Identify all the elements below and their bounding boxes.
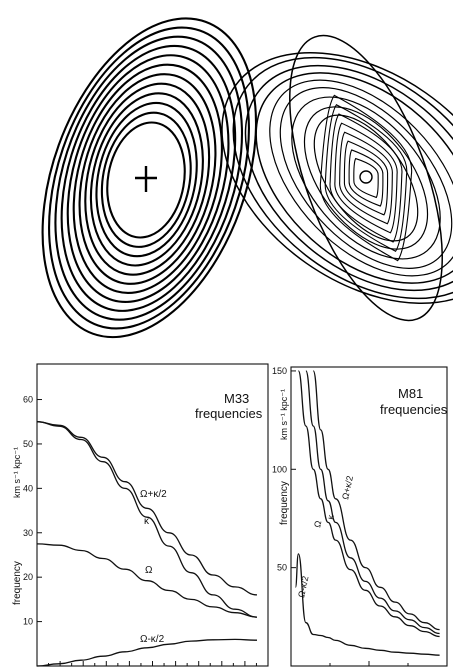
chart0-series-line-0 — [36, 421, 258, 596]
m81-y-ticks: 50 100 150 — [272, 366, 296, 573]
m33-title: M33 — [224, 391, 249, 406]
m33-y-ticks: 10 20 30 40 50 60 — [23, 395, 42, 627]
m33-subtitle: frequencies — [195, 406, 263, 421]
chart1-ytick-label: 150 — [272, 366, 287, 376]
m33-ylabel: frequency — [12, 561, 23, 605]
chart0-series-line-3 — [36, 638, 258, 667]
m81-series — [294, 370, 440, 656]
orbit-lens — [353, 157, 379, 199]
center-cross-icon — [135, 166, 157, 192]
chart0-ytick-label: 60 — [23, 395, 33, 405]
chart1-series-line-0 — [312, 370, 440, 631]
orbit-ellipse — [41, 17, 258, 339]
m33-panel: 10 20 30 40 50 60 M33 frequencies frequency k… — [12, 363, 269, 667]
orbit-lens — [324, 104, 408, 252]
orbit-ellipse — [221, 52, 453, 304]
chart0-series-line-1 — [36, 421, 258, 618]
m33-label-omega-plus-kappa: Ω+κ/2 — [140, 489, 167, 500]
orbit-ellipse — [303, 106, 429, 250]
orbit-ellipse — [84, 82, 211, 276]
orbit-ellipse — [60, 44, 237, 312]
orbit-ellipse — [291, 96, 441, 260]
m81-label-kappa: κ — [325, 513, 336, 520]
orbit-ellipse — [313, 114, 419, 242]
orbit-ellipse — [255, 72, 453, 284]
orbit-ellipse — [232, 56, 453, 300]
chart1-series-line-2 — [297, 370, 440, 638]
orbit-lens — [339, 131, 393, 225]
chart0-ytick-label: 10 — [23, 617, 33, 627]
orbit-ellipse — [54, 35, 244, 321]
m81-label-omega: Ω — [312, 519, 323, 528]
m33-yunit: km s⁻¹ kpc⁻¹ — [12, 447, 22, 498]
twisted-orbits-diagram — [221, 34, 453, 322]
orbit-ellipse — [95, 101, 198, 258]
m81-label-omega-minus-kappa: Ω-κ/2 — [296, 575, 310, 598]
m81-panel: 50 100 150 M81 frequencies frequency km s⁻… — [272, 366, 448, 667]
chart0-ytick-label: 40 — [23, 483, 33, 493]
orbit-ellipse — [48, 26, 250, 330]
center-circle-icon — [359, 170, 373, 184]
orbit-lens — [348, 149, 384, 207]
m33-label-omega-minus-kappa: Ω-κ/2 — [140, 634, 165, 645]
chart0-ytick-label: 30 — [23, 528, 33, 538]
orbit-ellipse — [100, 111, 192, 248]
orbit-ellipse — [66, 54, 230, 303]
m81-ylabel: frequency — [279, 481, 290, 525]
chart0-series-line-2 — [36, 543, 258, 618]
chart1-ytick-label: 50 — [277, 563, 287, 573]
orbit-lens — [343, 140, 389, 216]
m33-label-omega: Ω — [145, 565, 153, 576]
m33-label-kappa: κ — [144, 516, 150, 527]
orbit-ellipse — [72, 63, 223, 294]
m81-subtitle: frequencies — [380, 402, 448, 417]
orbit-ellipse — [279, 87, 453, 269]
orbit-ellipse — [244, 64, 453, 292]
chart1-series-line-1 — [305, 370, 440, 635]
m33-series — [36, 421, 258, 667]
orbit-ellipse — [78, 73, 217, 285]
nested-ellipses-diagram — [41, 17, 258, 339]
m81-label-omega-plus-kappa: Ω+κ/2 — [340, 475, 355, 501]
m33-x-ticks — [48, 661, 257, 666]
orbit-lens — [334, 122, 398, 234]
orbit-ellipse — [269, 79, 453, 277]
m81-title: M81 — [398, 386, 423, 401]
chart0-ytick-label: 50 — [23, 439, 33, 449]
m81-x-ticks — [329, 661, 409, 666]
orbit-ellipse — [106, 121, 186, 239]
chart1-ytick-label: 100 — [272, 464, 287, 474]
chart1-series-line-3 — [294, 553, 440, 656]
m81-yunit: km s⁻¹ kpc⁻¹ — [279, 389, 289, 440]
orbit-lens — [319, 94, 413, 262]
orbit-ellipse — [289, 34, 443, 322]
orbit-ellipse — [89, 92, 204, 267]
chart0-ytick-label: 20 — [23, 572, 33, 582]
